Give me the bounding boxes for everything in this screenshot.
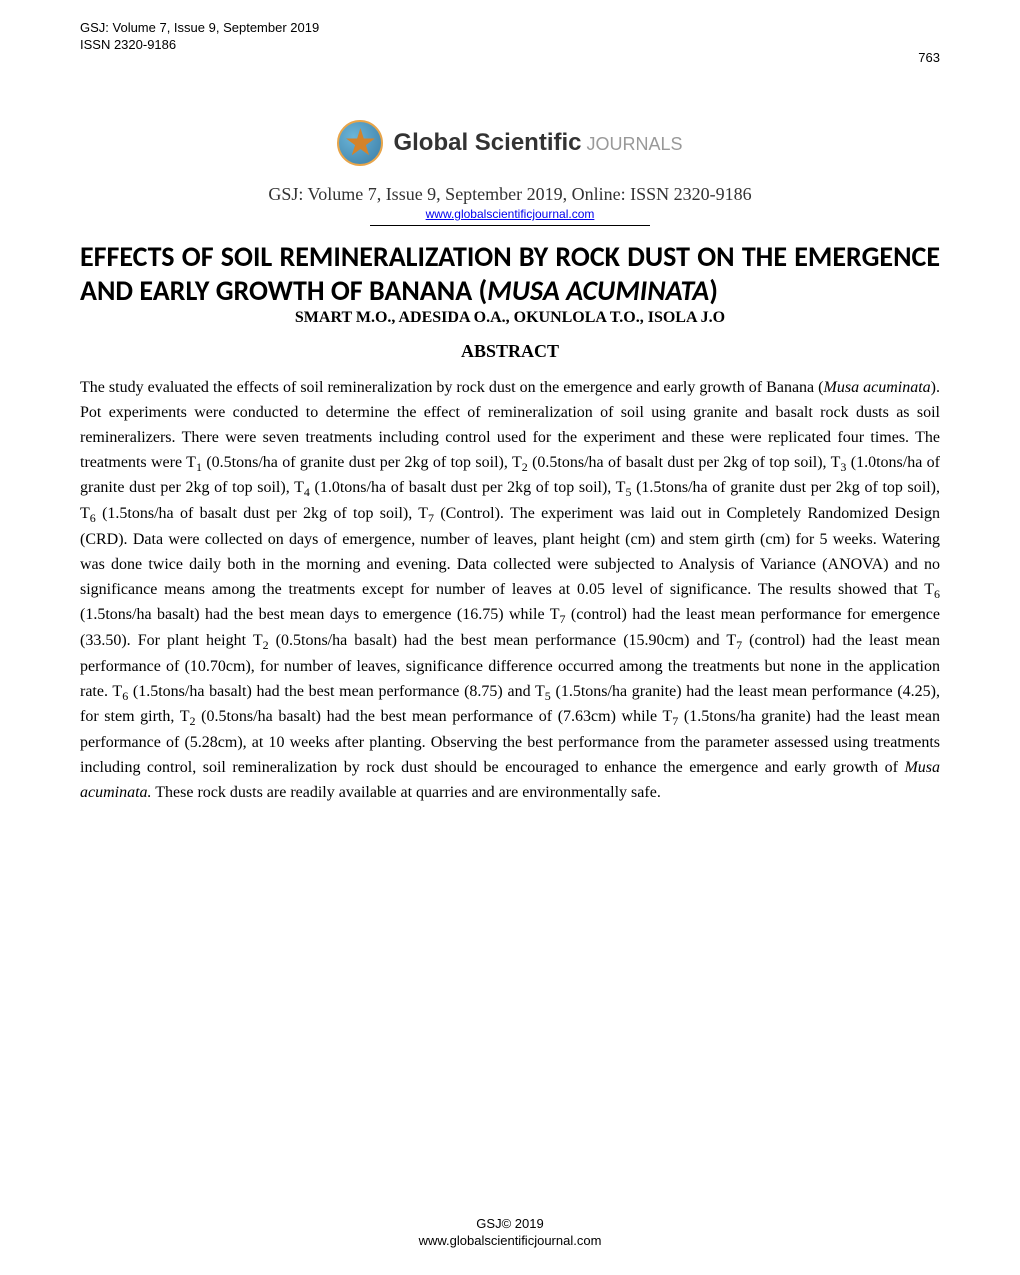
footer-url: www.globalscientificjournal.com xyxy=(0,1233,1020,1250)
logo-star-icon xyxy=(345,128,375,158)
divider xyxy=(370,225,650,226)
logo-wrapper: Global Scientific JOURNALS xyxy=(337,120,682,166)
journal-info: GSJ: Volume 7, Issue 9, September 2019, … xyxy=(80,184,940,205)
abstract-text: (0.5tons/ha of granite dust per 2kg of t… xyxy=(202,454,522,471)
header-issn: ISSN 2320-9186 xyxy=(80,37,319,54)
title-italic: MUSA ACUMINATA xyxy=(487,273,709,308)
authors: SMART M.O., ADESIDA O.A., OKUNLOLA T.O.,… xyxy=(80,309,940,327)
abstract-body: The study evaluated the effects of soil … xyxy=(80,376,940,805)
abstract-heading: ABSTRACT xyxy=(80,341,940,362)
page-number: 763 xyxy=(918,50,940,65)
footer-copyright: GSJ© 2019 xyxy=(0,1216,1020,1233)
sub: 6 xyxy=(934,587,940,601)
abstract-text: The study evaluated the effects of soil … xyxy=(80,379,824,396)
abstract-text: (1.5tons/ha of basalt dust per 2kg of to… xyxy=(96,505,428,522)
header-meta: GSJ: Volume 7, Issue 9, September 2019 I… xyxy=(80,20,319,54)
journal-link[interactable]: www.globalscientificjournal.com xyxy=(80,207,940,221)
paper-title: EFFECTS OF SOIL REMINERALIZATION BY ROCK… xyxy=(80,240,940,307)
globe-logo-icon xyxy=(337,120,383,166)
abstract-text: (1.5tons/ha basalt) had the best mean pe… xyxy=(128,683,545,700)
header-volume: GSJ: Volume 7, Issue 9, September 2019 xyxy=(80,20,319,37)
logo-text: Global Scientific JOURNALS xyxy=(393,129,682,157)
logo-text-bold: Global Scientific xyxy=(393,129,581,156)
abstract-text: (1.0tons/ha of basalt dust per 2kg of to… xyxy=(310,479,626,496)
abstract-text: (0.5tons/ha basalt) had the best mean pe… xyxy=(269,632,737,649)
abstract-text: These rock dusts are readily available a… xyxy=(152,784,661,801)
abstract-text: (0.5tons/ha of basalt dust per 2kg of to… xyxy=(528,454,841,471)
logo-text-light: JOURNALS xyxy=(582,134,683,154)
logo-section: Global Scientific JOURNALS xyxy=(80,120,940,166)
title-part-end: ) xyxy=(709,273,718,308)
abstract-text: (1.5tons/ha basalt) had the best mean da… xyxy=(80,606,559,623)
abstract-text: (0.5tons/ha basalt) had the best mean pe… xyxy=(196,708,673,725)
footer: GSJ© 2019 www.globalscientificjournal.co… xyxy=(0,1216,1020,1250)
abstract-italic1: Musa acuminata xyxy=(824,379,931,396)
